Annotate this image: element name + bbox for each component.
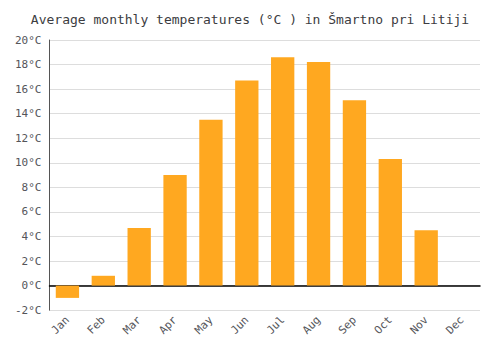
svg-text:Feb: Feb xyxy=(85,314,108,337)
svg-text:Dec: Dec xyxy=(443,314,466,337)
svg-text:16°C: 16°C xyxy=(15,83,42,96)
svg-text:2°C: 2°C xyxy=(22,255,42,268)
svg-text:6°C: 6°C xyxy=(22,205,42,218)
svg-text:Mar: Mar xyxy=(121,313,144,336)
svg-text:Average monthly temperatures (: Average monthly temperatures (°C ) in Šm… xyxy=(31,12,469,27)
svg-text:14°C: 14°C xyxy=(15,107,42,120)
svg-text:12°C: 12°C xyxy=(15,132,42,145)
svg-text:Jun: Jun xyxy=(228,314,251,337)
svg-text:10°C: 10°C xyxy=(15,156,42,169)
svg-text:Aug: Aug xyxy=(300,314,323,337)
svg-text:8°C: 8°C xyxy=(22,181,42,194)
svg-text:Sep: Sep xyxy=(336,314,359,337)
svg-text:May: May xyxy=(192,313,215,336)
svg-text:Oct: Oct xyxy=(372,314,395,337)
svg-text:Nov: Nov xyxy=(408,313,431,336)
svg-text:20°C: 20°C xyxy=(15,34,42,47)
svg-text:Apr: Apr xyxy=(156,313,179,336)
svg-text:Jul: Jul xyxy=(264,314,287,337)
svg-text:Jan: Jan xyxy=(49,314,72,337)
svg-text:18°C: 18°C xyxy=(15,58,42,71)
svg-text:0°C: 0°C xyxy=(22,279,42,292)
svg-text:4°C: 4°C xyxy=(22,230,42,243)
svg-text:-2°C: -2°C xyxy=(15,304,42,317)
